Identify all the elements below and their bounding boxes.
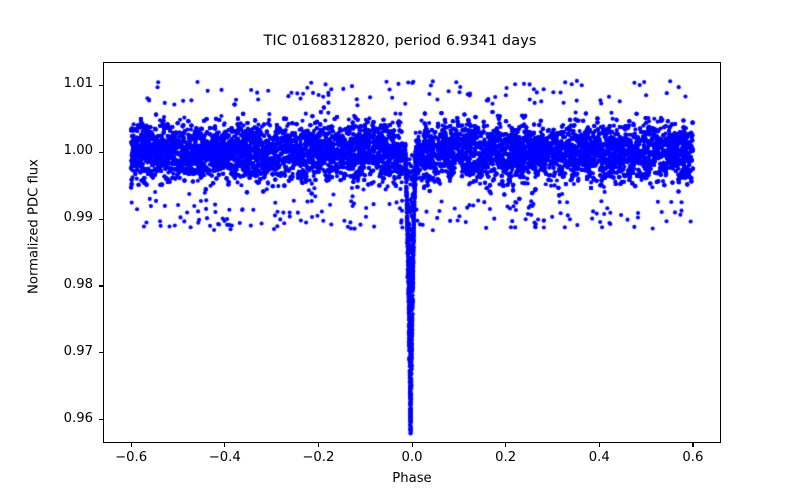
y-tick-mark [99, 84, 103, 86]
x-tick-label: −0.6 [115, 450, 148, 465]
x-tick-mark [598, 443, 600, 447]
y-tick-mark [99, 218, 103, 220]
x-tick-mark [692, 443, 694, 447]
x-tick-label: −0.4 [208, 450, 241, 465]
y-tick-label-group: 0.96 0.97 0.98 0.99 1.00 1.01 [33, 0, 93, 500]
x-axis-label: Phase [392, 471, 432, 486]
x-tick-label: 0.0 [401, 450, 423, 465]
y-tick-label: 0.99 [63, 210, 93, 226]
scatter-plot-area [103, 62, 721, 443]
y-tick-label: 0.98 [63, 276, 93, 292]
y-tick-label: 1.01 [63, 76, 93, 92]
y-tick-label: 1.00 [63, 143, 93, 159]
y-axis-label: Normalized PDC flux [26, 159, 42, 294]
x-tick-mark [505, 443, 507, 447]
x-tick-label: 0.2 [495, 450, 517, 465]
y-tick-label: 0.96 [63, 410, 93, 426]
x-tick-mark [411, 443, 413, 447]
x-tick-label: 0.4 [588, 450, 610, 465]
x-tick-label: −0.2 [302, 450, 335, 465]
y-tick-mark [99, 151, 103, 153]
y-tick-mark [99, 285, 103, 287]
y-tick-mark [99, 352, 103, 354]
page-title: TIC 0168312820, period 6.9341 days [263, 33, 537, 49]
y-tick-label: 0.97 [63, 343, 93, 359]
x-tick-mark [317, 443, 319, 447]
x-tick-mark [224, 443, 226, 447]
y-tick-mark [99, 419, 103, 421]
x-tick-label: 0.6 [682, 450, 704, 465]
x-tick-mark [130, 443, 132, 447]
